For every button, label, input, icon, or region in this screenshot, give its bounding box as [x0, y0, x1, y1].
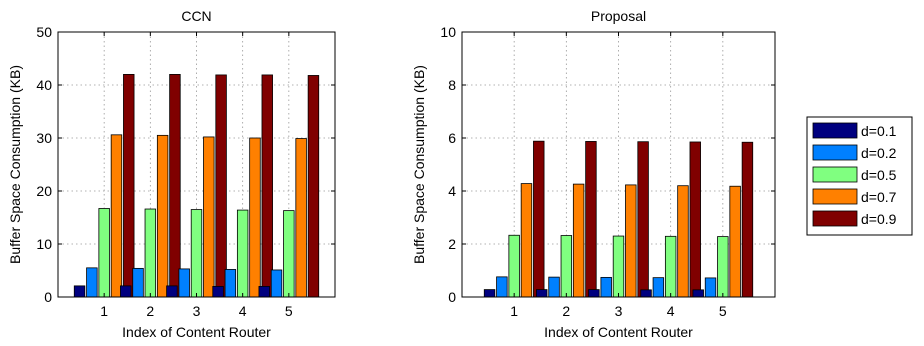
bar: [548, 276, 560, 298]
x-tick-label: 2: [562, 303, 570, 319]
y-tick-label: 4: [448, 183, 456, 199]
bar: [483, 289, 496, 298]
chart-title: CCN: [181, 8, 211, 24]
legend-label: d=0.9: [861, 211, 897, 227]
bar: [261, 74, 273, 298]
y-tick-label: 0: [44, 289, 52, 305]
bar: [520, 183, 533, 298]
bar: [741, 141, 754, 298]
bar: [270, 269, 283, 298]
bar: [689, 141, 701, 298]
bar: [625, 184, 637, 298]
legend-label: d=0.5: [861, 167, 897, 183]
x-tick-label: 5: [285, 303, 293, 319]
bar: [156, 134, 169, 298]
bar: [612, 235, 625, 298]
y-tick-label: 50: [36, 24, 52, 40]
y-tick-label: 40: [36, 77, 52, 93]
y-tick-label: 0: [448, 289, 456, 305]
bar: [110, 134, 123, 298]
bar: [144, 208, 157, 298]
x-axis-label: Index of Content Router: [544, 324, 693, 340]
bar: [729, 185, 741, 298]
bar: [536, 289, 548, 298]
bar: [496, 276, 508, 298]
bar: [258, 285, 270, 298]
bar: [600, 276, 612, 298]
bar: [86, 267, 98, 298]
bar: [203, 136, 215, 298]
x-tick-label: 4: [667, 303, 675, 319]
bar: [588, 289, 600, 298]
bar: [212, 285, 224, 298]
bar: [283, 210, 295, 298]
y-axis-label: Buffer Space Consumption (KB): [7, 65, 23, 264]
y-tick-label: 10: [36, 236, 52, 252]
bar: [249, 137, 261, 298]
chart-1: 0 10 20 30 40 50 1 2 3 4 5 CCN Index of Content Rout…: [7, 8, 336, 340]
y-tick-label: 6: [448, 130, 456, 146]
legend: d=0.1 d=0.2 d=0.5 d=0.7 d=0.9: [806, 116, 913, 236]
bar: [307, 75, 320, 298]
bar: [236, 209, 249, 298]
y-tick-label: 8: [448, 77, 456, 93]
bar: [190, 209, 203, 298]
x-axis-label: Index of Content Router: [122, 324, 271, 340]
legend-swatch: [812, 188, 858, 205]
y-tick-label: 20: [36, 183, 52, 199]
legend-swatch: [812, 166, 858, 183]
bar: [169, 74, 181, 298]
bar: [123, 74, 135, 298]
bar: [224, 269, 237, 298]
bar: [640, 289, 652, 298]
x-tick-label: 3: [193, 303, 201, 319]
y-tick-label: 2: [448, 236, 456, 252]
bar: [572, 183, 585, 298]
legend-swatch: [812, 122, 858, 139]
legend-label: d=0.2: [861, 145, 897, 161]
bar: [637, 141, 649, 298]
bar: [692, 289, 704, 298]
y-tick-label: 10: [440, 24, 456, 40]
bar: [166, 285, 178, 298]
x-tick-label: 4: [239, 303, 247, 319]
bar: [215, 74, 227, 298]
bar: [132, 267, 144, 298]
x-tick-label: 1: [510, 303, 518, 319]
bar: [560, 235, 573, 298]
bar: [98, 208, 110, 298]
bar: [508, 234, 520, 298]
bar: [664, 235, 677, 298]
bar: [704, 277, 717, 298]
bar: [677, 185, 689, 298]
x-tick-label: 3: [615, 303, 623, 319]
y-tick-label: 30: [36, 130, 52, 146]
bar: [178, 268, 190, 298]
chart-title: Proposal: [591, 8, 646, 24]
bar: [652, 277, 665, 298]
bar: [73, 285, 86, 298]
bar: [120, 285, 132, 298]
legend-label: d=0.1: [861, 123, 897, 139]
bar: [585, 141, 597, 298]
bar: [295, 138, 307, 298]
legend-label: d=0.7: [861, 189, 897, 205]
legend-swatch: [812, 144, 858, 161]
bar: [533, 140, 545, 298]
y-axis-label: Buffer Space Consumption (KB): [411, 65, 427, 264]
bar: [717, 236, 729, 298]
x-tick-label: 2: [146, 303, 154, 319]
x-tick-label: 1: [100, 303, 108, 319]
legend-swatch: [812, 210, 858, 227]
x-tick-label: 5: [719, 303, 727, 319]
